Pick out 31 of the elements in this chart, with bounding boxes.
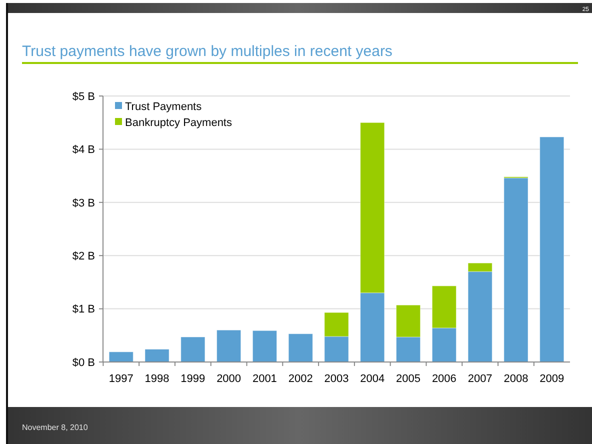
y-tick-label: $0 B bbox=[72, 356, 95, 369]
x-tick-label: 1998 bbox=[144, 373, 170, 385]
bar bbox=[216, 330, 242, 362]
x-tick-label: 2005 bbox=[396, 373, 421, 385]
x-tick-label: 2004 bbox=[360, 373, 385, 385]
y-tick-label: $2 B bbox=[72, 250, 95, 262]
x-tick-label: 2002 bbox=[288, 373, 313, 385]
y-tick-label: $1 B bbox=[72, 304, 95, 316]
x-tick-label: 2003 bbox=[324, 373, 349, 385]
x-tick-label: 1997 bbox=[108, 373, 134, 385]
x-tick-label: 2000 bbox=[216, 373, 242, 385]
bar bbox=[504, 178, 528, 362]
x-tick-label: 2009 bbox=[540, 373, 564, 385]
x-tick-label: 2001 bbox=[252, 373, 277, 385]
legend-label: Bankruptcy Payments bbox=[125, 116, 232, 129]
legend-label: Trust Payments bbox=[125, 100, 202, 113]
text: November 8, 2010 bbox=[22, 423, 88, 432]
bar bbox=[252, 330, 277, 362]
y-tick-label: $5 B bbox=[72, 90, 95, 103]
bar bbox=[540, 136, 564, 362]
bar bbox=[144, 348, 170, 362]
y-tick-label: $3 B bbox=[72, 197, 95, 210]
x-tick-label: 2007 bbox=[468, 373, 492, 385]
chart-title: Trust payments have grown by multiples in recent years bbox=[22, 43, 392, 60]
x-tick-label: 2008 bbox=[504, 373, 528, 385]
bar bbox=[180, 336, 206, 362]
x-tick-label: 1999 bbox=[180, 373, 206, 385]
bar bbox=[288, 334, 313, 362]
bar bbox=[108, 352, 134, 362]
x-tick-label: 2006 bbox=[432, 373, 456, 385]
y-tick-label: $4 B bbox=[72, 144, 95, 156]
